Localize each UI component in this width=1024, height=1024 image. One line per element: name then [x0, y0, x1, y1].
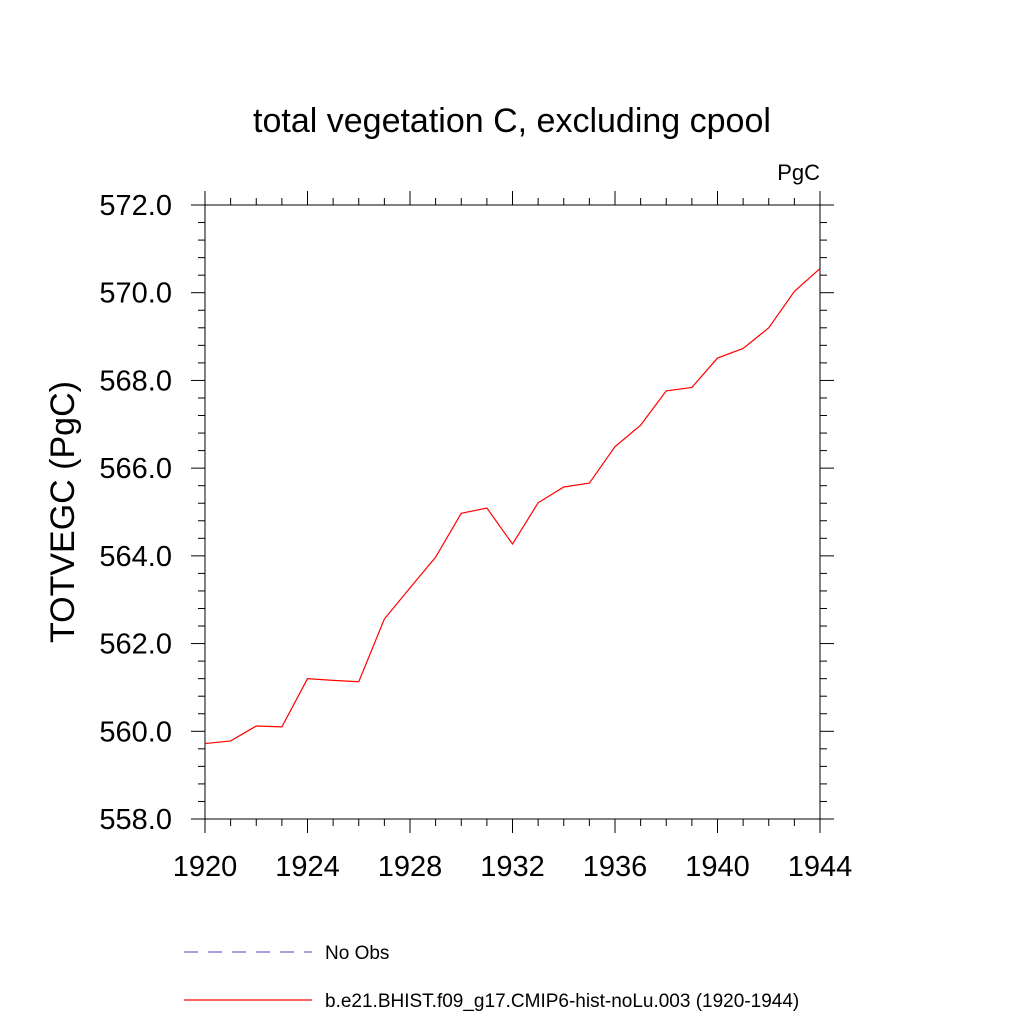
series-line-1	[204, 268, 821, 745]
y-tick-label: 568.0	[99, 365, 172, 397]
x-tick-label: 1940	[685, 851, 750, 883]
plot-frame	[204, 204, 821, 820]
legend-label-0: No Obs	[325, 943, 389, 964]
x-tick-label: 1920	[173, 851, 238, 883]
y-tick-label: 572.0	[99, 190, 172, 222]
series-lines	[204, 268, 821, 745]
chart-title: total vegetation C, excluding cpool	[253, 102, 771, 140]
x-tick-label: 1932	[480, 851, 545, 883]
axis-ticks: 1920 1924 1928 1932 1936 1940 1944 558.0 560.0 56…	[99, 190, 852, 883]
y-tick-label: 564.0	[99, 541, 172, 573]
y-tick-label: 558.0	[99, 804, 172, 836]
legend: No Obs b.e21.BHIST.f09_g17.CMIP6-hist-noL…	[184, 943, 799, 1012]
units-label: PgC	[777, 160, 820, 185]
x-tick-label: 1936	[583, 851, 648, 883]
y-tick-label: 562.0	[99, 629, 172, 661]
y-axis-label: TOTVEGC (PgC)	[44, 381, 82, 643]
y-tick-label: 560.0	[99, 716, 172, 748]
legend-label-1: b.e21.BHIST.f09_g17.CMIP6-hist-noLu.003 …	[325, 991, 799, 1012]
x-tick-label: 1944	[788, 851, 853, 883]
x-tick-label: 1924	[275, 851, 340, 883]
x-tick-label: 1928	[378, 851, 443, 883]
y-tick-label: 566.0	[99, 453, 172, 485]
y-tick-label: 570.0	[99, 278, 172, 310]
